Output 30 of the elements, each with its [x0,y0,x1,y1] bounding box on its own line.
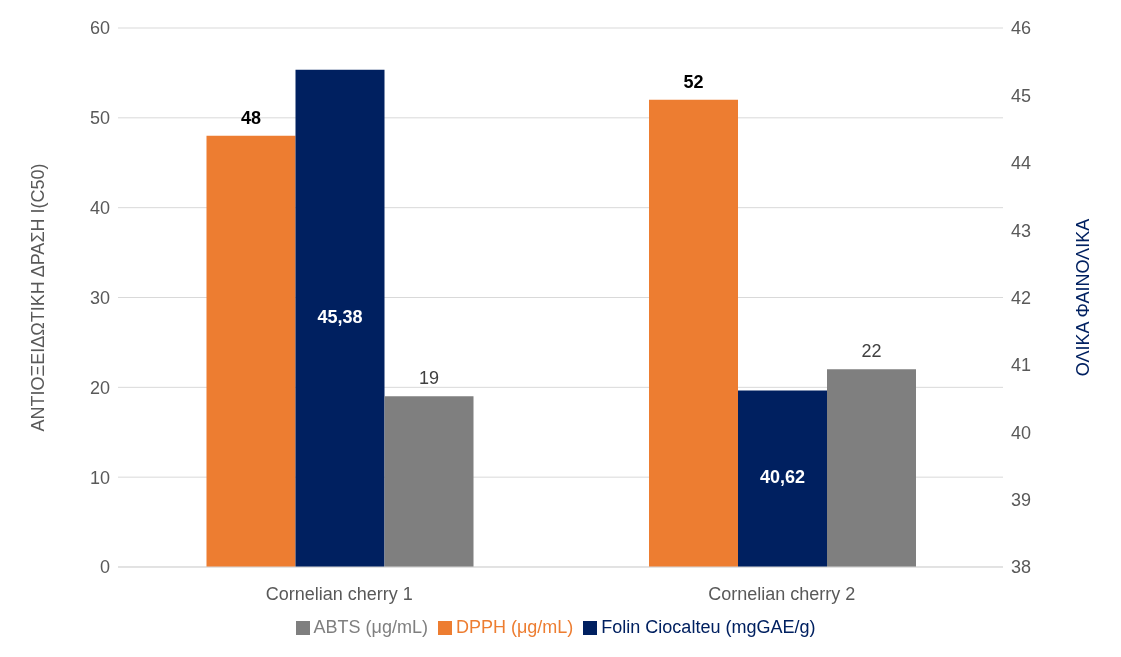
data-label: 40,62 [759,467,806,488]
y2-tick-label: 41 [1011,355,1032,376]
legend-label: Folin Ciocalteu (mgGAE/g) [601,617,816,637]
y2-axis-title: ΟΛΙΚΑ ΦΑΙΝΟΛΙΚΑ [1073,218,1094,377]
y2-tick-label: 39 [1011,490,1032,511]
data-label: 52 [683,71,704,92]
y-axis-title: ΑΝΤΙΟΞΕΙΔΩΤΙΚΗ ΔΡΑΣΗ Ι(C50) [28,163,49,432]
y-tick-label: 30 [89,287,110,308]
x-tick-label: Cornelian cherry 1 [265,583,413,604]
data-label: 22 [861,341,882,362]
y2-tick-label: 43 [1011,220,1032,241]
y-tick-label: 40 [89,198,110,219]
y-tick-label: 50 [89,108,110,129]
y2-tick-label: 46 [1011,18,1032,39]
data-label: 48 [240,107,262,128]
y2-tick-label: 38 [1011,557,1032,578]
y-tick-label: 20 [89,377,110,398]
y-tick-label: 60 [89,18,110,39]
x-tick-label: Cornelian cherry 2 [708,583,856,604]
data-label: 45,38 [317,307,363,328]
y2-tick-label: 45 [1011,85,1032,106]
y2-tick-label: 40 [1011,422,1032,443]
legend-label: ABTS (μg/mL) [313,617,428,637]
y2-tick-label: 44 [1011,153,1032,174]
y2-tick-label: 42 [1011,287,1032,308]
bar [649,99,738,567]
legend-label: DPPH (μg/mL) [455,617,574,637]
data-label: 19 [418,368,440,389]
y-tick-label: 0 [99,557,110,578]
y-tick-label: 10 [89,467,110,488]
